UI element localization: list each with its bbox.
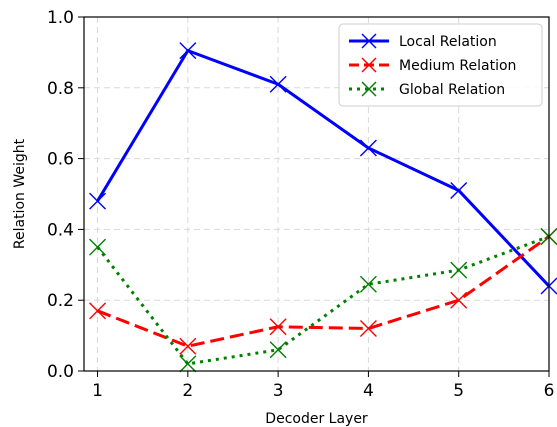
- marker-stroke: [359, 139, 377, 157]
- x-tick-label: 6: [544, 381, 555, 401]
- legend-item: Global Relation: [349, 81, 505, 98]
- marker-stroke: [359, 275, 377, 293]
- series-local-relation: [89, 42, 557, 295]
- legend-item: Medium Relation: [349, 57, 516, 74]
- data-point: [179, 355, 197, 373]
- series-line: [96, 235, 550, 348]
- legend-marker: [361, 81, 377, 97]
- series-global-relation: [89, 227, 557, 373]
- y-axis: 0.0 0.2 0.4 0.6 0.8 1.0: [47, 8, 84, 382]
- x-tick-label: 1: [92, 381, 103, 401]
- data-point: [359, 139, 377, 157]
- marker-stroke: [361, 57, 377, 73]
- y-tick-label: 0.8: [47, 79, 74, 99]
- marker-stroke: [450, 181, 468, 199]
- y-tick-label: 0.4: [47, 220, 74, 240]
- data-point: [359, 275, 377, 293]
- legend-label: Global Relation: [399, 82, 505, 98]
- data-point: [359, 320, 377, 338]
- data-point: [269, 318, 287, 336]
- x-axis-label: Decoder Layer: [265, 411, 368, 427]
- y-tick-label: 0.0: [47, 362, 74, 382]
- y-tick-label: 0.6: [47, 150, 74, 170]
- marker-stroke: [269, 75, 287, 93]
- data-point: [89, 192, 107, 210]
- legend-item: Local Relation: [349, 33, 497, 50]
- marker-stroke: [361, 33, 377, 49]
- data-point: [179, 337, 197, 355]
- x-tick-label: 5: [453, 381, 464, 401]
- y-tick-label: 0.2: [47, 291, 74, 311]
- legend-label: Local Relation: [399, 34, 497, 50]
- data-point: [269, 341, 287, 359]
- x-tick-label: 3: [273, 381, 284, 401]
- x-tick-label: 4: [363, 381, 374, 401]
- series-line: [96, 49, 551, 288]
- data-point: [450, 181, 468, 199]
- data-point: [89, 238, 107, 256]
- marker-stroke: [269, 318, 287, 336]
- marker-stroke: [359, 320, 377, 338]
- legend-marker: [361, 33, 377, 49]
- plot-frame: [83, 16, 550, 372]
- marker-stroke: [269, 341, 287, 359]
- marker-stroke: [179, 337, 197, 355]
- data-point: [450, 291, 468, 309]
- x-axis: 1 2 3 4 5 6: [92, 371, 554, 401]
- data-point: [450, 261, 468, 279]
- y-axis-label: Relation Weight: [12, 138, 28, 249]
- marker-stroke: [450, 261, 468, 279]
- x-tick-label: 2: [182, 381, 193, 401]
- series-line: [96, 235, 550, 366]
- marker-stroke: [179, 42, 197, 60]
- data-point: [269, 75, 287, 93]
- y-tick-label: 1.0: [47, 8, 74, 28]
- marker-stroke: [89, 192, 107, 210]
- data-point: [89, 302, 107, 320]
- marker-stroke: [89, 302, 107, 320]
- marker-stroke: [89, 238, 107, 256]
- plot-area: [89, 42, 557, 373]
- legend: Local Relation Medium Relation Global Rela…: [338, 23, 543, 107]
- marker-stroke: [361, 81, 377, 97]
- series-medium-relation: [89, 227, 557, 355]
- legend-box: [338, 23, 543, 107]
- legend-label: Medium Relation: [399, 58, 516, 74]
- data-point: [179, 42, 197, 60]
- marker-stroke: [450, 291, 468, 309]
- legend-marker: [361, 57, 377, 73]
- marker-stroke: [179, 355, 197, 373]
